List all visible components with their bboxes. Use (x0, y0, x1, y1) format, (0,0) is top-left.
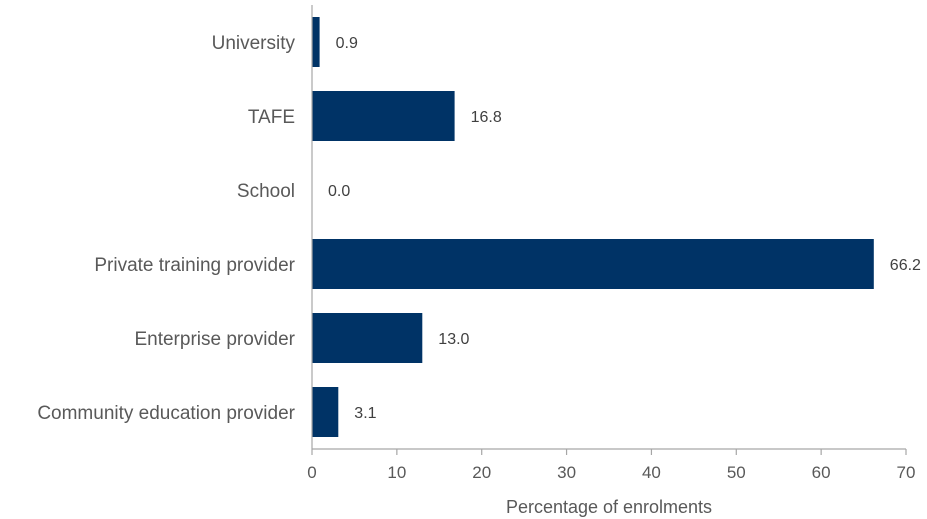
x-tick-label: 10 (387, 463, 406, 482)
category-label: University (212, 33, 296, 54)
bar (312, 17, 320, 67)
bar (312, 313, 423, 363)
bar (312, 239, 874, 289)
data-label: 3.1 (354, 405, 376, 422)
bars-layer (312, 17, 874, 437)
data-label: 0.0 (328, 183, 350, 200)
x-tick-label: 30 (557, 463, 576, 482)
data-label: 13.0 (438, 331, 469, 348)
x-tick-label: 40 (642, 463, 661, 482)
category-label: TAFE (248, 107, 295, 128)
bar (312, 91, 455, 141)
axis-layer: 0 10 20 30 40 50 60 70 (307, 5, 915, 482)
bar (312, 387, 339, 437)
x-axis-title: Percentage of enrolments (506, 497, 712, 517)
data-label: 66.2 (890, 257, 921, 274)
x-tick-label: 50 (727, 463, 746, 482)
category-label: Enterprise provider (134, 329, 295, 350)
category-label: School (237, 181, 295, 202)
category-label: Community education provider (37, 403, 295, 424)
data-label: 0.9 (336, 35, 358, 52)
labels-layer: University 0.9 TAFE 16.8 School 0.0 Private tr… (37, 33, 921, 424)
x-tick-label: 60 (812, 463, 831, 482)
x-tick-label: 70 (897, 463, 916, 482)
x-tick-label: 0 (307, 463, 316, 482)
data-label: 16.8 (471, 109, 502, 126)
category-label: Private training provider (94, 255, 295, 276)
x-tick-label: 20 (472, 463, 491, 482)
